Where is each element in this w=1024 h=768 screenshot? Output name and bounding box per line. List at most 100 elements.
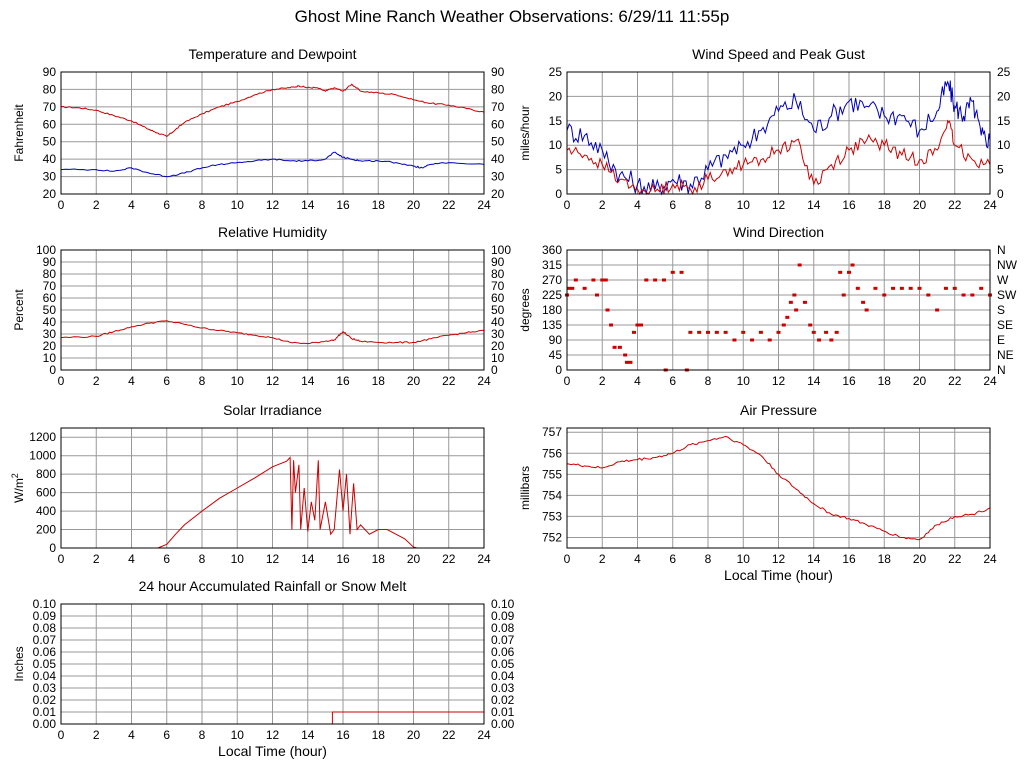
data-point (570, 286, 575, 290)
data-point (600, 278, 605, 282)
y-tick-label: 70 (43, 100, 57, 114)
chart-title: 24 hour Accumulated Rainfall or Snow Mel… (139, 578, 407, 594)
data-point (653, 278, 658, 282)
right-tick-label: 100 (491, 243, 511, 257)
y-tick-label: 15 (549, 114, 563, 128)
x-tick-label: 12 (266, 728, 280, 742)
y-tick-label: 753 (542, 509, 562, 523)
right-tick-label: 0.06 (491, 645, 515, 659)
x-tick-label: 2 (93, 728, 100, 742)
x-tick-label: 4 (634, 198, 641, 212)
right-tick-label: N (997, 363, 1006, 377)
y-tick-label: 0.04 (33, 669, 57, 683)
x-tick-label: 22 (948, 552, 962, 566)
right-tick-label: 0.10 (491, 597, 515, 611)
right-tick-label: 70 (491, 100, 505, 114)
y-tick-label: 0.05 (33, 657, 57, 671)
data-point (706, 330, 710, 334)
plot-frame (566, 249, 991, 371)
series-line (566, 80, 991, 196)
data-point (873, 286, 878, 290)
x-tick-label: 6 (669, 374, 676, 388)
data-point (943, 286, 948, 290)
x-tick-label: 22 (442, 728, 456, 742)
x-tick-label: 16 (842, 374, 856, 388)
right-tick-label: 40 (491, 315, 505, 329)
x-tick-label: 20 (407, 374, 421, 388)
right-tick-label: 30 (491, 170, 505, 184)
x-tick-label: 24 (983, 552, 997, 566)
right-tick-label: 70 (491, 279, 505, 293)
x-tick-label: 22 (948, 198, 962, 212)
x-tick-label: 6 (163, 552, 170, 566)
y-tick-label: 135 (542, 318, 562, 332)
x-tick-label: 20 (913, 552, 927, 566)
right-tick-label: S (997, 303, 1005, 317)
x-axis-label: Local Time (hour) (724, 567, 833, 583)
x-tick-label: 2 (93, 552, 100, 566)
data-point (850, 263, 855, 267)
data-point (758, 330, 763, 334)
data-point (776, 330, 781, 334)
x-tick-label: 18 (372, 552, 386, 566)
y-tick-label: 756 (542, 446, 562, 460)
x-tick-label: 22 (442, 374, 456, 388)
x-tick-label: 0 (564, 374, 571, 388)
y-tick-label: 50 (43, 303, 57, 317)
data-point (792, 293, 797, 297)
data-point (952, 286, 957, 290)
x-tick-label: 24 (477, 374, 491, 388)
y-tick-label: 800 (36, 467, 56, 481)
y-tick-label: 50 (43, 135, 57, 149)
plot-frame (60, 427, 485, 549)
x-tick-label: 4 (128, 728, 135, 742)
x-tick-label: 14 (301, 728, 315, 742)
x-tick-label: 6 (163, 374, 170, 388)
right-tick-label: 20 (491, 187, 505, 201)
y-tick-label: 20 (43, 339, 57, 353)
y-tick-label: 0.09 (33, 609, 57, 623)
x-tick-label: 16 (842, 552, 856, 566)
y-tick-label: 0.10 (33, 597, 57, 611)
right-tick-label: 15 (997, 114, 1011, 128)
right-tick-label: SE (997, 318, 1013, 332)
data-point (808, 323, 813, 327)
data-point (732, 338, 737, 342)
right-tick-label: 20 (997, 89, 1011, 103)
x-tick-label: 20 (407, 728, 421, 742)
data-point (797, 263, 802, 267)
y-tick-label: 20 (549, 89, 563, 103)
y-tick-label: 25 (549, 65, 563, 79)
x-tick-label: 16 (336, 728, 350, 742)
x-tick-label: 20 (913, 374, 927, 388)
y-tick-label: 315 (542, 258, 562, 272)
y-axis-label: miles/hour (518, 105, 532, 160)
x-tick-label: 16 (336, 374, 350, 388)
right-tick-label: 80 (491, 267, 505, 281)
y-tick-label: 225 (542, 288, 562, 302)
x-tick-label: 8 (199, 552, 206, 566)
data-point (861, 300, 866, 304)
x-tick-label: 14 (807, 198, 821, 212)
x-tick-label: 14 (301, 198, 315, 212)
x-tick-label: 10 (737, 374, 751, 388)
series-line (60, 83, 485, 138)
data-point (639, 323, 644, 327)
y-tick-label: 754 (542, 488, 562, 502)
y-tick-label: 0.03 (33, 681, 57, 695)
y-tick-label: 90 (549, 333, 563, 347)
chart-title: Wind Speed and Peak Gust (692, 46, 865, 62)
data-point (594, 293, 599, 297)
right-tick-label: 0.04 (491, 669, 515, 683)
data-point (891, 286, 896, 290)
y-tick-label: 757 (542, 425, 562, 439)
right-tick-label: 30 (491, 327, 505, 341)
data-point (609, 323, 614, 327)
y-axis-label: degrees (518, 288, 532, 331)
data-point (635, 323, 640, 327)
x-tick-label: 16 (336, 198, 350, 212)
x-tick-label: 4 (128, 198, 135, 212)
